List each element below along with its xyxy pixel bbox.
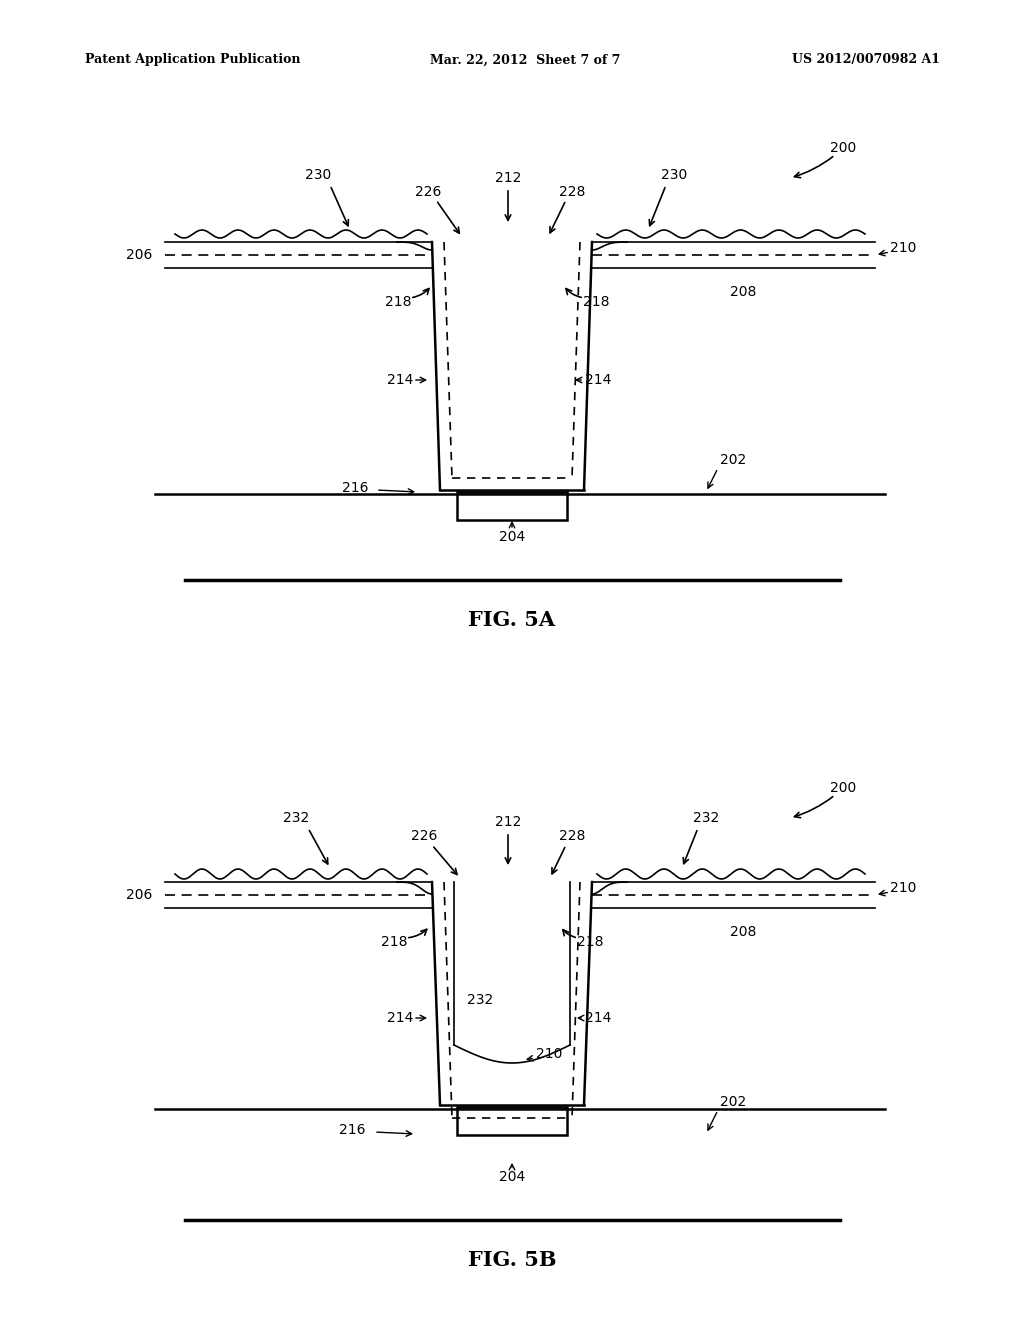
Text: 212: 212 [495, 172, 521, 185]
Text: FIG. 5B: FIG. 5B [468, 1250, 556, 1270]
Text: 214: 214 [387, 1011, 414, 1026]
Text: 210: 210 [536, 1047, 562, 1061]
Text: 218: 218 [385, 294, 412, 309]
Text: 210: 210 [890, 242, 916, 255]
Text: 218: 218 [577, 935, 603, 949]
Text: Patent Application Publication: Patent Application Publication [85, 54, 300, 66]
Bar [457, 1107, 567, 1135]
Text: 230: 230 [305, 168, 331, 182]
Text: 202: 202 [720, 453, 746, 467]
Text: 214: 214 [387, 374, 414, 387]
Bar [457, 492, 567, 520]
Text: 208: 208 [730, 285, 757, 300]
Text: 226: 226 [411, 829, 437, 843]
Text: 200: 200 [830, 141, 856, 154]
Text: FIG. 5A: FIG. 5A [468, 610, 556, 630]
Text: 214: 214 [585, 1011, 611, 1026]
Text: 214: 214 [585, 374, 611, 387]
Text: 226: 226 [415, 185, 441, 199]
Text: 208: 208 [730, 925, 757, 939]
Text: 232: 232 [283, 810, 309, 825]
Text: 230: 230 [660, 168, 687, 182]
Text: 232: 232 [467, 993, 494, 1007]
Text: 218: 218 [381, 935, 408, 949]
Text: 200: 200 [830, 781, 856, 795]
Text: 228: 228 [559, 829, 585, 843]
Text: 204: 204 [499, 531, 525, 544]
Text: US 2012/0070982 A1: US 2012/0070982 A1 [792, 54, 940, 66]
Text: 202: 202 [720, 1096, 746, 1109]
Text: 210: 210 [890, 880, 916, 895]
Text: Mar. 22, 2012  Sheet 7 of 7: Mar. 22, 2012 Sheet 7 of 7 [430, 54, 621, 66]
Text: 206: 206 [126, 248, 152, 261]
Text: 216: 216 [342, 480, 369, 495]
Text: 232: 232 [693, 810, 719, 825]
Text: 206: 206 [126, 888, 152, 902]
Text: 204: 204 [499, 1170, 525, 1184]
Text: 212: 212 [495, 814, 521, 829]
Text: 218: 218 [583, 294, 609, 309]
Text: 228: 228 [559, 185, 585, 199]
Text: 216: 216 [339, 1123, 366, 1137]
